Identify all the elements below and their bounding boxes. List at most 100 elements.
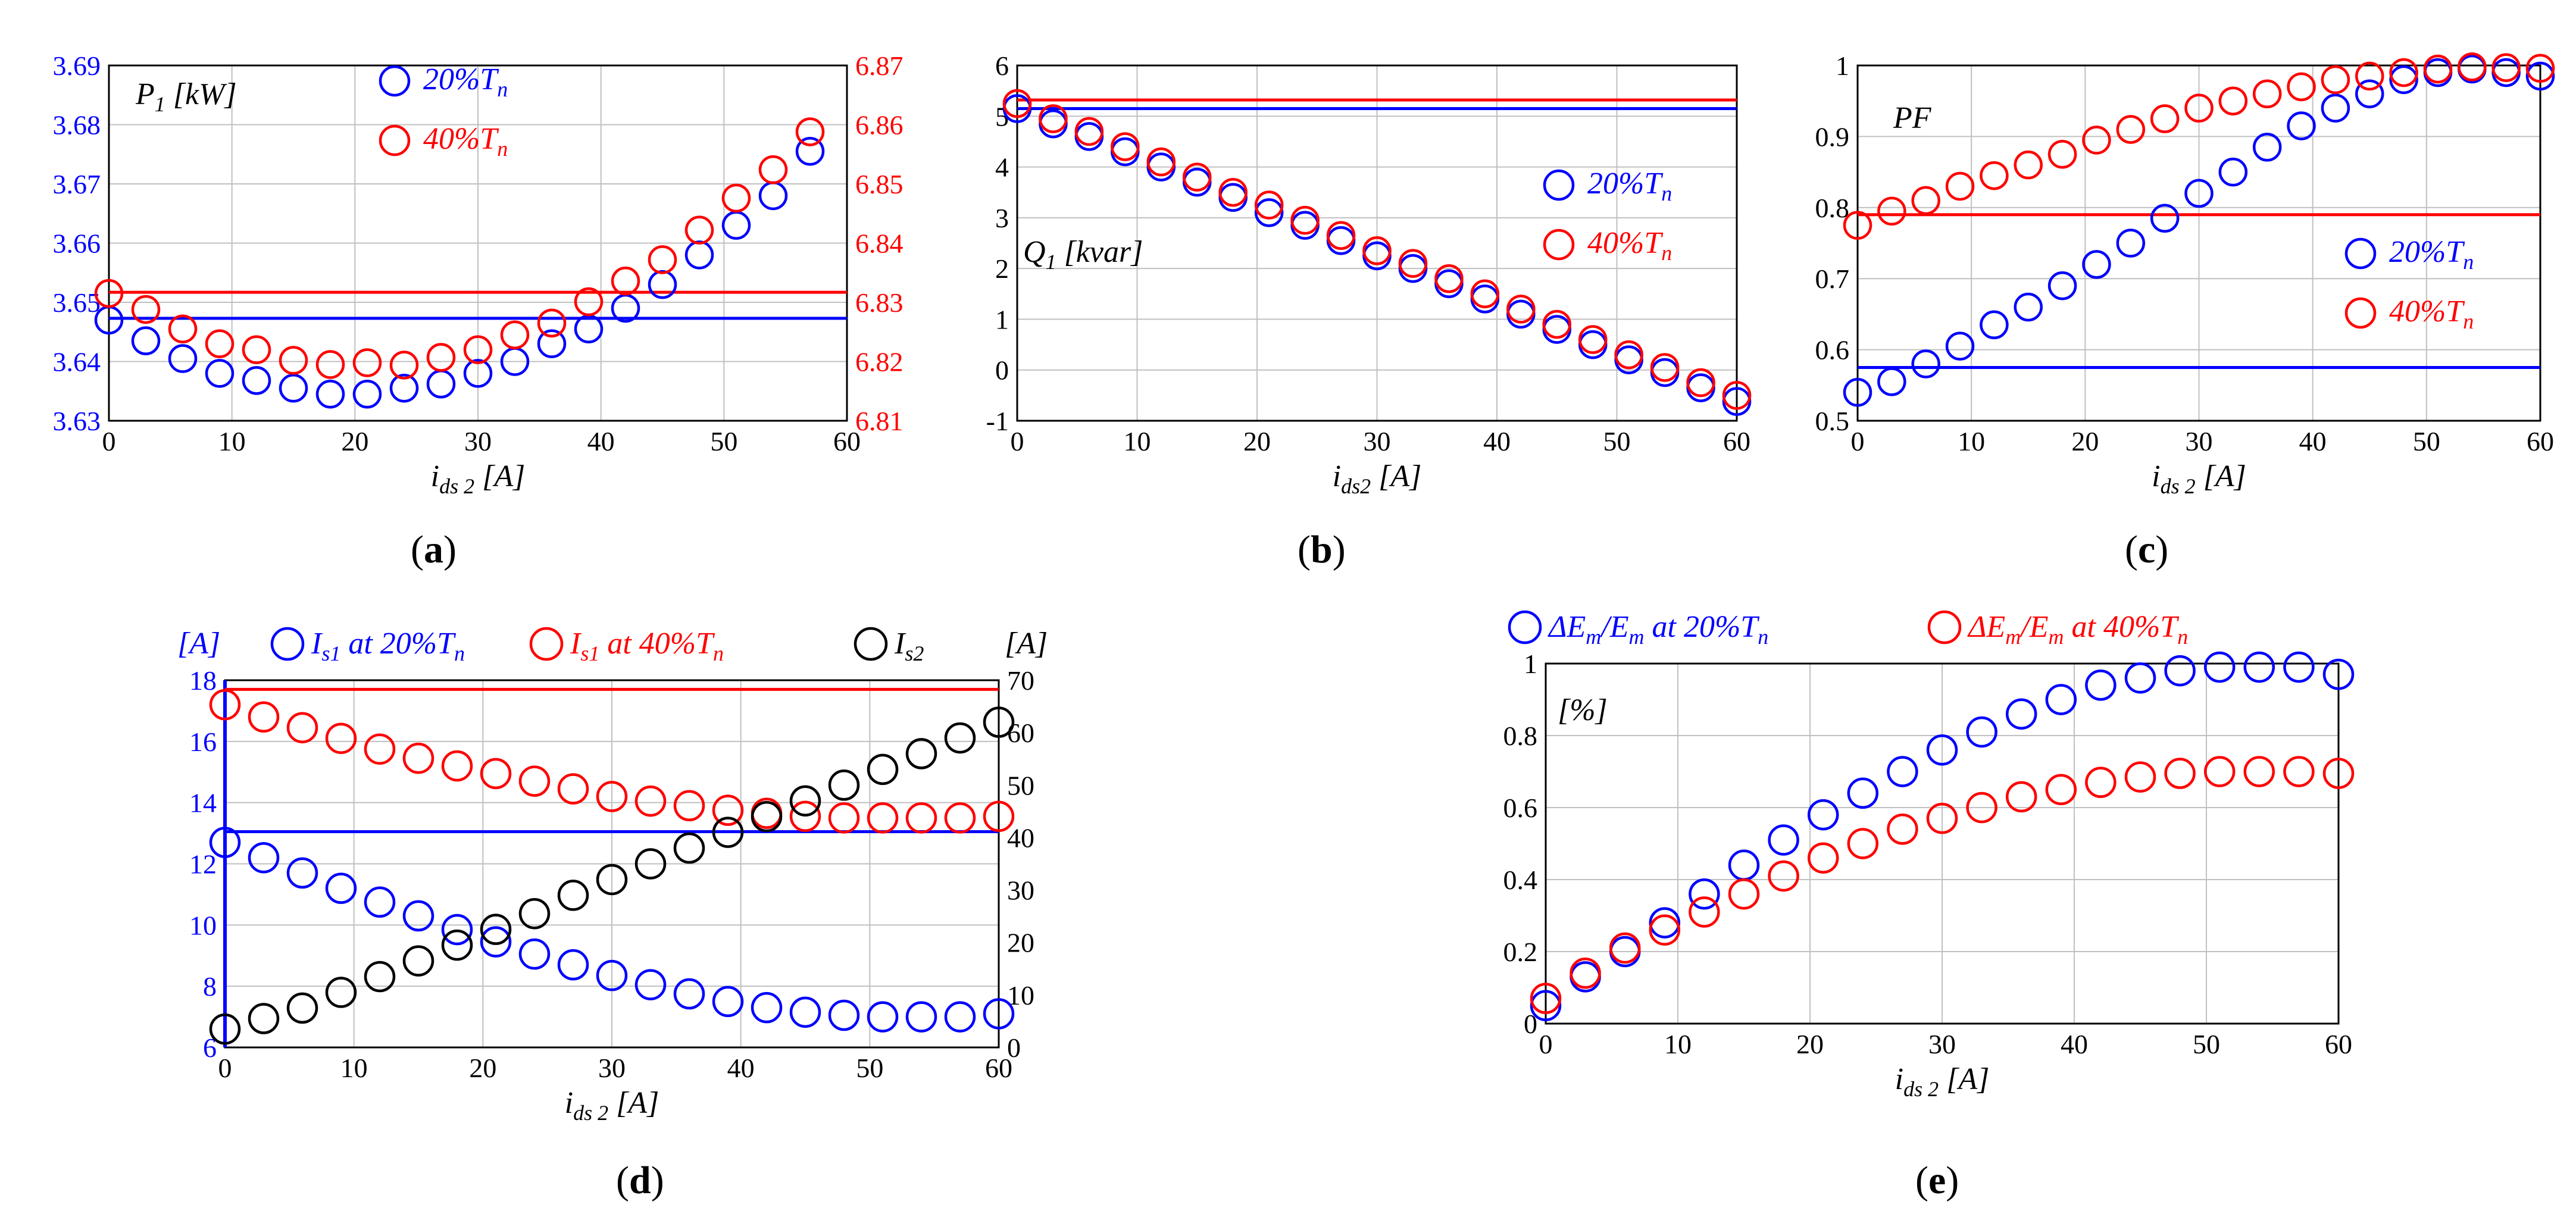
y-tick-label-left: 16 xyxy=(189,727,217,757)
y-tick-label-left: 3.65 xyxy=(53,287,101,318)
y-tick-label-right: 50 xyxy=(1007,770,1034,800)
data-point-red xyxy=(1877,196,1906,226)
data-point-blue xyxy=(242,366,271,395)
data-point-red xyxy=(2525,54,2555,83)
panel-label: (e) xyxy=(1915,1159,1959,1202)
data-point-red xyxy=(2045,774,2077,805)
data-point-blue xyxy=(480,926,512,958)
x-axis-label: ids 2 [A] xyxy=(2152,459,2246,498)
data-point-blue xyxy=(1689,878,1720,910)
data-point-red xyxy=(2047,140,2077,169)
y-tick-label-left: 1 xyxy=(1836,51,1849,81)
legend-marker-red xyxy=(529,627,564,661)
data-point-blue xyxy=(2150,204,2180,233)
data-point-red xyxy=(2203,756,2236,787)
data-point-black xyxy=(209,1013,241,1045)
panel-c-power-factor: 0 10 20 30 40 50 60 0.5 0.6 0.7 0.8 0.9 1 ids 2 [A] PF… xyxy=(1815,51,2555,571)
x-tick-label: 30 xyxy=(1364,426,1391,456)
x-tick-label: 40 xyxy=(1483,426,1511,456)
y-tick-label-left: 0.5 xyxy=(1815,406,1850,436)
x-axis-label: ids2 [A] xyxy=(1333,459,1422,498)
data-point-black xyxy=(751,800,783,833)
data-point-red xyxy=(828,802,860,834)
panel-a-power: 0 10 20 30 40 50 60 3.63 3.64 3.65 3.66 3.67 3.68 3.6… xyxy=(53,51,904,571)
data-point-red xyxy=(168,314,198,344)
data-point-blue xyxy=(751,991,783,1024)
y-tick-label-right: 0 xyxy=(1007,1033,1021,1063)
y-tick-label-left: 0.7 xyxy=(1815,264,1850,294)
data-point-red xyxy=(634,785,667,817)
data-point-blue xyxy=(905,1001,937,1033)
data-point-black xyxy=(789,785,821,817)
data-point-black xyxy=(480,914,512,945)
data-point-blue xyxy=(2045,684,2077,715)
legend-label: 40%Tn xyxy=(1587,226,1672,265)
data-point-blue xyxy=(2203,651,2236,683)
data-point-blue xyxy=(2047,271,2077,301)
data-point-blue xyxy=(828,999,860,1031)
data-point-black xyxy=(634,848,667,880)
data-point-red xyxy=(242,335,271,364)
data-point-red xyxy=(596,781,628,812)
data-point-black xyxy=(248,1003,280,1034)
data-point-red xyxy=(1966,792,1997,824)
legend-marker-red xyxy=(2344,297,2377,329)
x-tick-label: 10 xyxy=(1124,426,1151,456)
y-tick-label-left: 18 xyxy=(189,665,217,696)
data-point-red xyxy=(789,800,821,833)
data-point-red xyxy=(2287,72,2316,102)
data-point-blue xyxy=(789,996,821,1028)
x-tick-label: 60 xyxy=(2527,426,2554,456)
x-tick-label: 20 xyxy=(2071,426,2099,456)
data-point-red xyxy=(1039,104,1068,133)
legend-label: Is2 xyxy=(894,627,924,665)
data-point-blue xyxy=(1768,824,1799,856)
x-tick-label: 10 xyxy=(1958,426,1985,456)
y-tick-label-left: 12 xyxy=(189,849,217,880)
right-unit-label: [A] xyxy=(1005,627,1048,661)
y-tick-label-left: 3.67 xyxy=(53,169,101,199)
data-point-blue xyxy=(1877,367,1906,396)
data-point-blue xyxy=(537,329,567,358)
y-tick-label-right: 30 xyxy=(1007,875,1034,906)
y-tick-label-left: 3 xyxy=(995,203,1009,233)
data-point-blue xyxy=(441,914,473,946)
panel-d-currents: 0 10 20 30 40 50 60681012141618010203040506070… xyxy=(177,627,1048,1202)
data-point-red xyxy=(537,308,567,338)
x-tick-label: 40 xyxy=(2061,1029,2088,1059)
data-point-red xyxy=(1843,211,1872,240)
legend-marker-blue xyxy=(2344,237,2377,270)
data-point-blue xyxy=(1945,331,1975,361)
data-point-red xyxy=(352,348,382,377)
data-point-blue xyxy=(1887,756,1918,787)
legend-marker-blue xyxy=(1543,169,1575,201)
data-point-red xyxy=(441,750,473,782)
data-point-blue xyxy=(634,969,667,1000)
x-tick-label: 60 xyxy=(1723,426,1750,456)
data-point-blue xyxy=(1980,310,2009,340)
data-point-blue xyxy=(1966,716,1997,748)
data-point-blue xyxy=(279,374,308,403)
data-point-blue xyxy=(1911,349,1940,378)
data-point-red xyxy=(905,802,937,834)
y-tick-label-right: 6.85 xyxy=(855,169,904,199)
data-point-red xyxy=(867,802,899,834)
data-point-red xyxy=(684,215,714,245)
data-point-blue xyxy=(2218,157,2248,187)
data-point-red xyxy=(1434,264,1464,293)
data-point-red xyxy=(648,245,677,274)
data-point-red xyxy=(286,712,318,743)
x-tick-label: 30 xyxy=(464,426,492,456)
data-point-blue xyxy=(867,1001,899,1033)
panel-label: (a) xyxy=(411,528,457,571)
data-point-red xyxy=(557,773,589,805)
y-tick-label-left: 4 xyxy=(995,152,1009,183)
data-point-blue xyxy=(2082,250,2111,279)
y-tick-label-left: 10 xyxy=(189,910,217,940)
data-point-red xyxy=(2184,93,2214,123)
legend-label: Is1 at 20%Tn xyxy=(311,627,465,665)
data-point-blue xyxy=(2184,179,2214,208)
data-point-blue xyxy=(795,137,825,166)
